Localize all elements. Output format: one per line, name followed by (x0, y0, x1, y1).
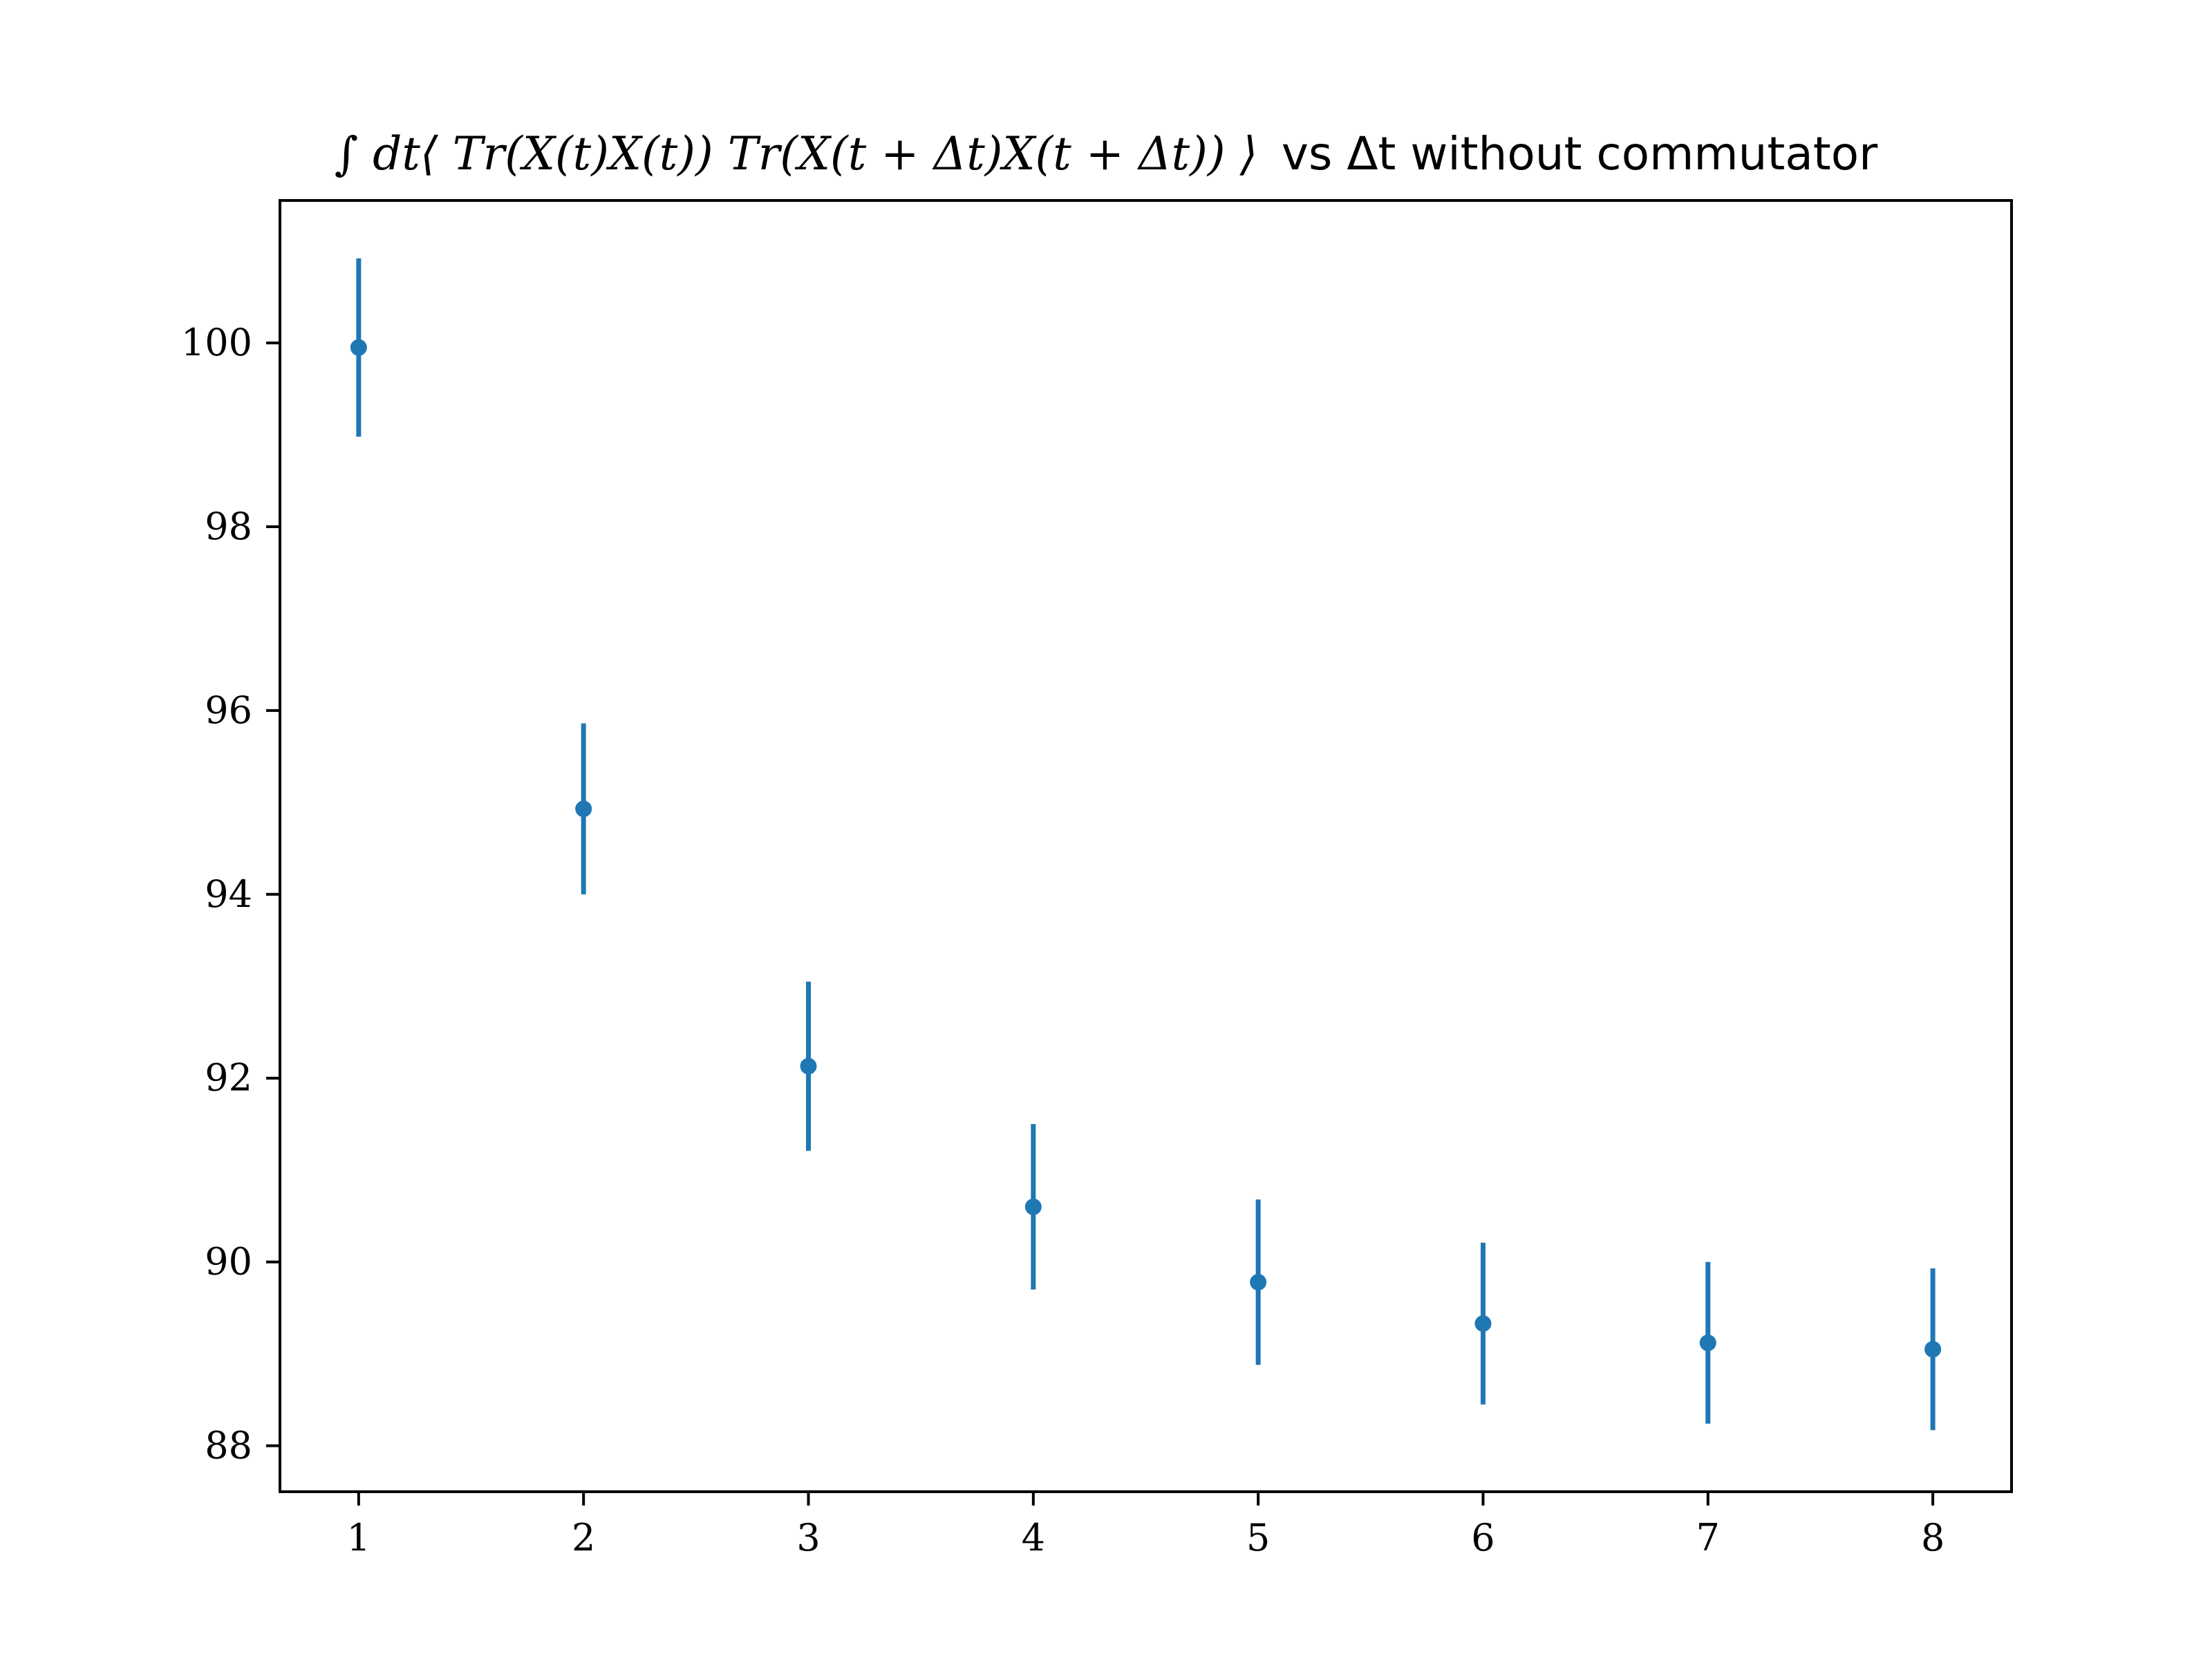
data-point-4 (1024, 1198, 1042, 1215)
x-tick-label-4: 4 (1022, 1516, 1045, 1559)
data-point-1 (350, 339, 367, 356)
data-point-7 (1699, 1334, 1716, 1351)
chart-title-text: vs Δt without commutator (1282, 127, 1878, 180)
y-tick-label-100: 100 (181, 321, 252, 364)
data-point-5 (1250, 1273, 1267, 1291)
x-tick-label-3: 3 (796, 1516, 820, 1559)
y-tick-label-92: 92 (205, 1056, 252, 1100)
x-tick-label-1: 1 (347, 1516, 371, 1559)
axes-frame (279, 199, 2013, 1493)
x-tick-label-6: 6 (1471, 1516, 1494, 1559)
chart-title-math: ∫ dt⟨ Tr(X(t)X(t)) Tr(X(t + Δt)X(t + Δt)… (335, 127, 1258, 180)
y-tick-label-94: 94 (205, 872, 252, 916)
x-tick-label-2: 2 (572, 1516, 595, 1559)
data-point-3 (800, 1058, 817, 1075)
y-tick-label-98: 98 (205, 505, 252, 548)
y-tick-label-88: 88 (205, 1424, 252, 1468)
y-tick-label-90: 90 (205, 1240, 252, 1284)
x-tick-label-7: 7 (1696, 1516, 1720, 1559)
x-tick-label-5: 5 (1246, 1516, 1270, 1559)
data-point-8 (1924, 1340, 1942, 1358)
data-point-6 (1474, 1315, 1492, 1332)
data-point-2 (575, 800, 592, 818)
chart-title: ∫ dt⟨ Tr(X(t)X(t)) Tr(X(t + Δt)X(t + Δt)… (335, 127, 1878, 180)
y-tick-label-96: 96 (205, 688, 252, 732)
x-tick-label-8: 8 (1921, 1516, 1944, 1559)
